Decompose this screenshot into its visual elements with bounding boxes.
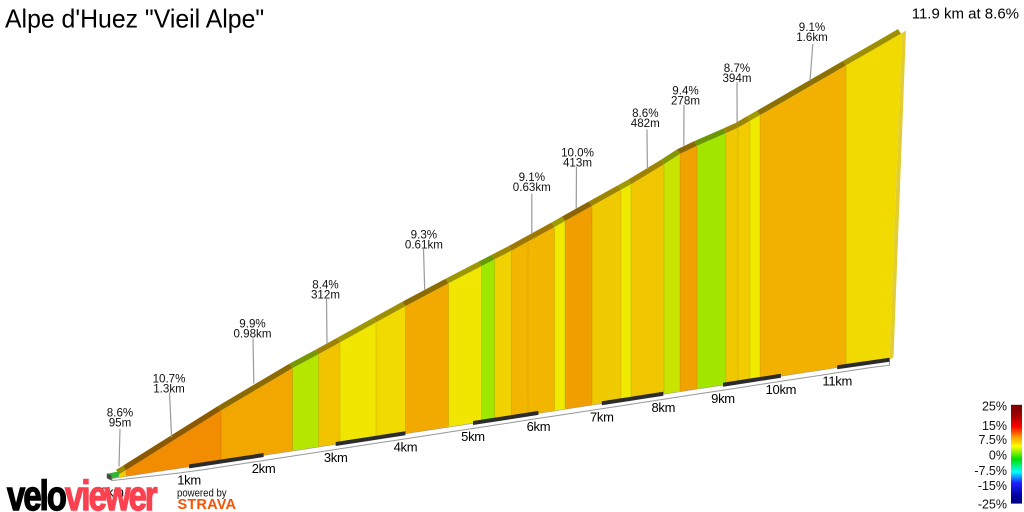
svg-text:8.6%: 8.6% [107,407,133,420]
svg-text:8.7%: 8.7% [724,62,750,75]
svg-text:4km: 4km [394,440,418,455]
svg-text:394m: 394m [722,72,751,85]
svg-text:Alpe d'Huez "Vieil Alpe": Alpe d'Huez "Vieil Alpe" [5,5,264,34]
svg-text:1km: 1km [177,473,201,488]
svg-text:312m: 312m [311,289,340,302]
svg-text:10.0%: 10.0% [561,146,594,159]
svg-text:5km: 5km [461,429,485,444]
svg-text:veloviewer: veloviewer [7,472,158,512]
svg-text:STRAVA: STRAVA [178,497,237,512]
svg-text:-25%: -25% [978,497,1007,511]
svg-text:25%: 25% [982,399,1007,413]
svg-text:0%: 0% [989,448,1007,462]
svg-text:-7.5%: -7.5% [974,464,1007,478]
svg-text:2km: 2km [252,461,276,476]
svg-text:-15%: -15% [978,479,1007,493]
svg-text:0.98km: 0.98km [233,328,271,341]
svg-text:9.9%: 9.9% [239,318,265,331]
svg-text:15%: 15% [982,419,1007,433]
svg-text:9.4%: 9.4% [672,85,698,98]
svg-text:413m: 413m [563,156,592,169]
svg-text:1.3km: 1.3km [153,382,185,395]
svg-text:9km: 9km [711,391,735,406]
svg-text:482m: 482m [631,117,660,130]
svg-text:11km: 11km [822,373,852,388]
svg-text:powered by: powered by [177,488,227,500]
svg-text:9.1%: 9.1% [519,171,545,184]
svg-text:3km: 3km [324,450,348,465]
svg-text:10km: 10km [766,382,797,397]
svg-text:9.3%: 9.3% [411,228,437,241]
svg-text:9.1%: 9.1% [799,21,825,34]
svg-text:0.61km: 0.61km [405,238,443,251]
svg-text:6km: 6km [527,419,551,434]
svg-text:8.4%: 8.4% [312,279,338,292]
svg-text:0.63km: 0.63km [513,181,551,194]
svg-text:278m: 278m [671,95,700,108]
svg-text:8.6%: 8.6% [632,107,658,120]
svg-text:11.9 km at 8.6%: 11.9 km at 8.6% [912,5,1019,22]
svg-text:7km: 7km [590,409,614,424]
svg-text:10.7%: 10.7% [153,372,186,385]
svg-text:8km: 8km [651,400,675,415]
svg-text:0km: 0km [100,484,124,499]
svg-text:95m: 95m [109,417,132,430]
svg-text:1.6km: 1.6km [796,31,828,44]
svg-text:7.5%: 7.5% [979,433,1008,447]
